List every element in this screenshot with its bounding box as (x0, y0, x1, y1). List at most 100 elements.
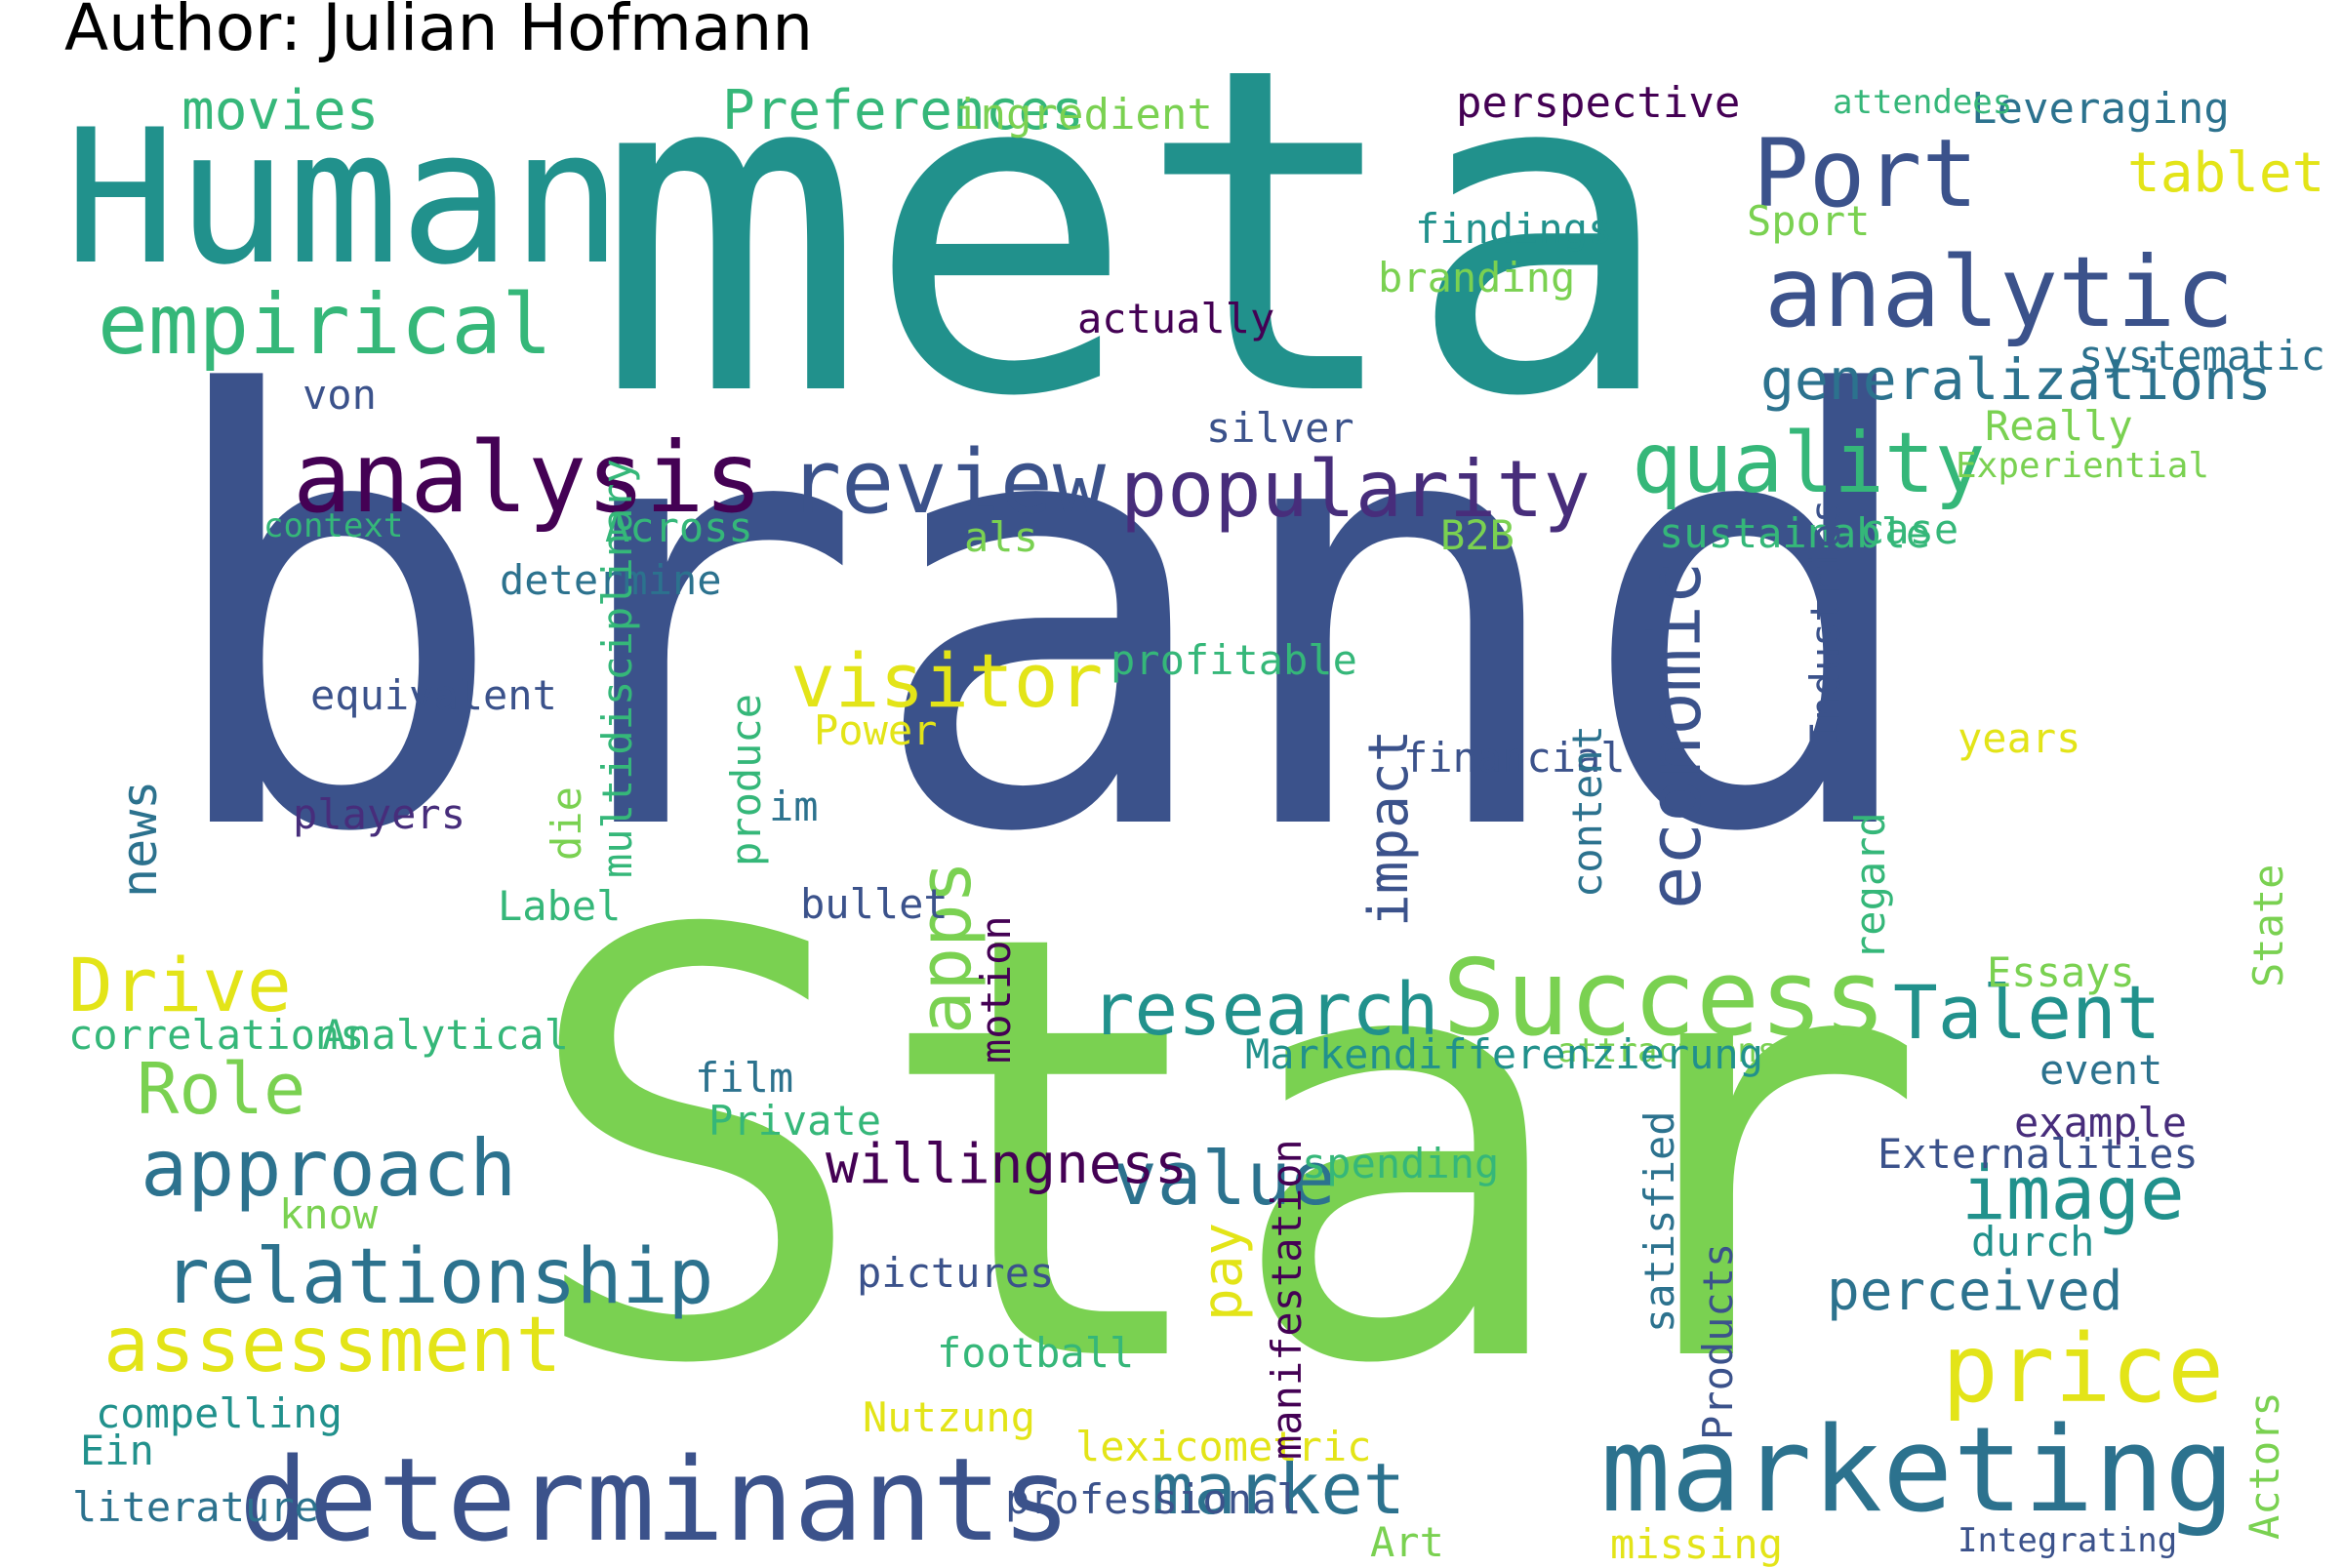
word-example: correlations (68, 1011, 365, 1059)
word-value: image (1961, 1149, 2185, 1236)
word-spending: Analytical (322, 1011, 569, 1059)
word-economic: generalizations (1760, 346, 2272, 413)
word-branding: actually (1077, 295, 1275, 342)
word-private: Essays (1987, 948, 2135, 996)
word-systematic: von (303, 371, 377, 419)
word-willingness: movies (182, 79, 380, 142)
word-relationship: relationship (164, 1233, 714, 1321)
word-bullet: produce (722, 693, 770, 866)
word-nutzung: spending (1302, 1140, 1500, 1187)
word-research: Talent (1893, 969, 2161, 1056)
word-context: Across (605, 503, 753, 551)
word-actors: attendees (1833, 83, 2013, 122)
word-perspective: perspective (1456, 78, 1741, 128)
word-experiential: context (263, 506, 404, 545)
word-missing: manifestation (1263, 1139, 1311, 1460)
word-profitable: die (543, 786, 590, 861)
word-die: football (937, 1329, 1135, 1377)
word-role: value (1112, 1135, 1336, 1222)
word-popularity: popularity (1120, 444, 1591, 535)
word-integrating: Products (1694, 1242, 1742, 1440)
word-findings: Sport (1747, 197, 1871, 245)
word-movies: Role (137, 1048, 306, 1130)
word-market: research (1091, 968, 1439, 1052)
word-leveraging: Leveraging (1971, 84, 2230, 134)
word-perceived: market (1151, 1448, 1406, 1530)
word-b2b: sustainable (1659, 509, 1931, 557)
word-analysis: analysis (293, 421, 763, 535)
word-price: economic (1634, 561, 1717, 909)
word-im: financial (1403, 734, 1626, 782)
word-label: players (293, 790, 466, 838)
word-image: assessment (103, 1302, 562, 1389)
word-players: years (1958, 714, 2081, 762)
word-really: Experiential (1956, 446, 2210, 486)
word-essays: im (769, 783, 819, 830)
word-ingredient: ingredient (954, 90, 1213, 140)
word-analytical: content (1563, 724, 1611, 898)
word-pictures: film (695, 1054, 794, 1102)
word-equivalent: multidisciplinary (593, 459, 641, 878)
word-news: tablet (2127, 141, 2325, 205)
word-determinants: determinants (239, 1432, 1071, 1567)
word-attractions: regard (1846, 812, 1894, 960)
word-approach: approach (141, 1123, 517, 1214)
word-years: equivalent (310, 671, 557, 719)
word-film: bullet (800, 880, 949, 928)
word-durch: event (2039, 1046, 2163, 1094)
word-silver: Really (1985, 402, 2133, 450)
word-preferences: perceived (1827, 1260, 2123, 1323)
word-ein: Externalities (1878, 1130, 2199, 1178)
word-assessment: Drive (68, 942, 292, 1028)
word-success: Success (1442, 938, 1887, 1060)
word-event: Label (498, 882, 622, 930)
word-case: determine (500, 556, 722, 604)
word-actually: systematic (2079, 332, 2325, 380)
word-content: lexicometric (1075, 1423, 1372, 1470)
word-determine: Industries (1801, 499, 1849, 745)
word-industries: Actors (2241, 1391, 2288, 1540)
word-satisfied: Art (1370, 1518, 1444, 1566)
word-correlations: motion (972, 915, 1020, 1064)
word-across: als (964, 513, 1038, 561)
word-know: Markendifferenzierung (1245, 1030, 1764, 1078)
word-brand: brand (154, 273, 1932, 961)
word-port: Port (1753, 119, 1979, 228)
word-multidisciplinary: compelling (96, 1389, 343, 1437)
word-als: B2B (1440, 511, 1514, 559)
word-art: pictures (857, 1249, 1055, 1297)
word-quality: quality (1632, 415, 1986, 512)
word-human: Human (64, 90, 623, 305)
word-sustainable: case (1860, 505, 1959, 553)
word-externalities: attractions (1557, 1031, 1778, 1070)
word-drive: price (1942, 1314, 2224, 1424)
word-von: silver (1206, 404, 1354, 452)
word-pay: pay (1191, 1222, 1255, 1321)
word-compelling: example (2014, 1099, 2188, 1146)
word-literature: satisfied (1635, 1110, 1683, 1333)
word-sport: branding (1378, 254, 1576, 302)
word-generalizations: news (111, 780, 168, 898)
word-review: review (788, 431, 1107, 534)
word-empirical: empirical (98, 276, 552, 374)
word-markendifferenzierung: State (2244, 864, 2292, 987)
word-state: professional (1005, 1475, 1302, 1523)
word-tablet: Preferences (722, 79, 1084, 142)
word-lexicometric: know (279, 1190, 379, 1238)
word-visitor: visitor (790, 637, 1104, 724)
word-marketing: marketing (1600, 1403, 2236, 1539)
word-power: profitable (1110, 636, 1357, 684)
word-motion: Ein (80, 1427, 154, 1474)
word-star: Star (519, 810, 1929, 1492)
word-apps: willingness (826, 1133, 1188, 1196)
word-analytic: analytic (1764, 235, 2235, 349)
word-products: Integrating (1958, 1521, 2178, 1560)
word-manifestation: missing (1610, 1520, 1784, 1568)
word-regard: literature (72, 1483, 319, 1531)
word-football: Private (708, 1097, 882, 1145)
word-meta: meta (595, 0, 1676, 495)
author-title: Author: Julian Hofmann (64, 0, 814, 65)
word-financial: Power (814, 706, 938, 754)
word-produce: Nutzung (863, 1393, 1036, 1441)
